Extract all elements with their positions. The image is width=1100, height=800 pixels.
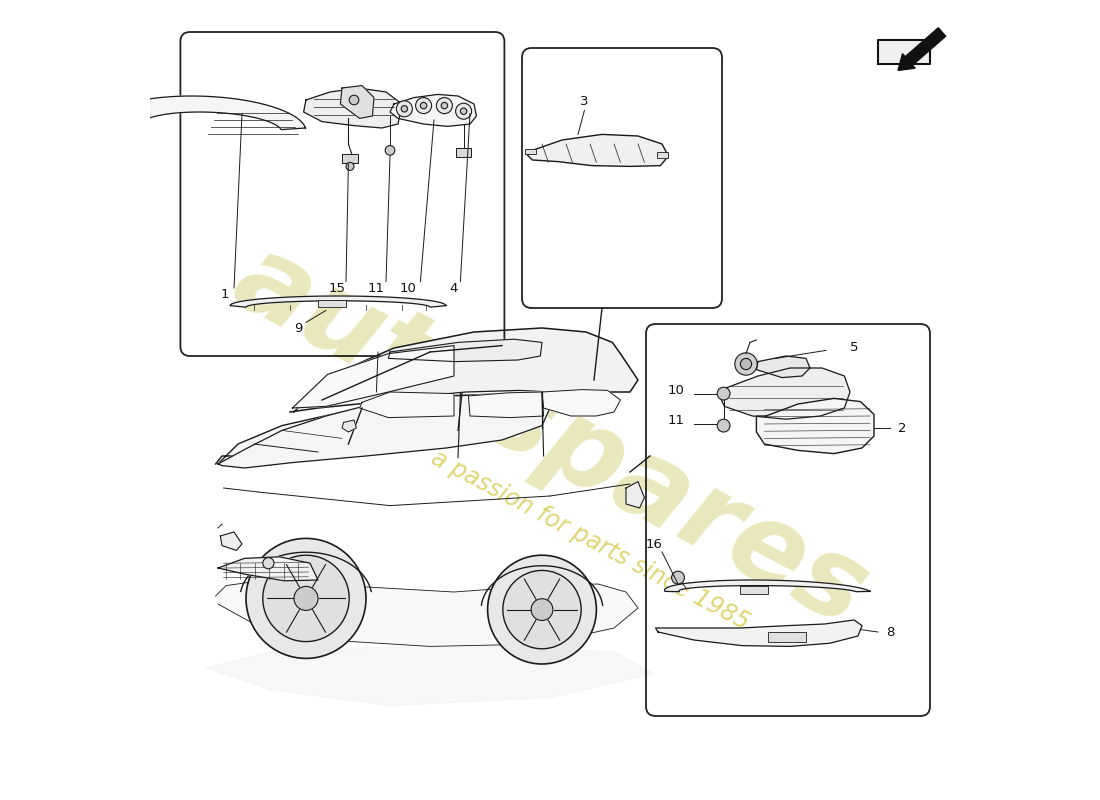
Polygon shape: [542, 390, 620, 416]
Circle shape: [349, 95, 359, 105]
Bar: [456, 148, 471, 157]
Circle shape: [531, 598, 553, 621]
Circle shape: [246, 538, 366, 658]
Text: 10: 10: [399, 282, 416, 294]
Text: 1: 1: [220, 288, 229, 301]
Bar: [342, 154, 358, 163]
Circle shape: [294, 586, 318, 610]
Polygon shape: [757, 398, 874, 454]
Text: 11: 11: [668, 414, 685, 427]
Circle shape: [717, 419, 730, 432]
Bar: [740, 586, 769, 594]
Polygon shape: [220, 532, 242, 550]
Polygon shape: [206, 644, 654, 706]
Polygon shape: [230, 296, 446, 307]
Text: 4: 4: [450, 282, 459, 294]
Polygon shape: [304, 88, 402, 128]
Circle shape: [346, 162, 354, 170]
Text: 9: 9: [294, 322, 302, 335]
Polygon shape: [757, 356, 810, 378]
Circle shape: [396, 101, 412, 117]
Polygon shape: [626, 482, 645, 508]
Polygon shape: [293, 346, 454, 408]
Text: a passion for parts since 1985: a passion for parts since 1985: [427, 446, 754, 634]
Circle shape: [672, 571, 684, 584]
Circle shape: [263, 555, 349, 642]
Polygon shape: [98, 96, 306, 130]
Polygon shape: [390, 94, 476, 126]
Circle shape: [740, 358, 751, 370]
Polygon shape: [878, 40, 930, 64]
Polygon shape: [218, 390, 550, 468]
Polygon shape: [290, 328, 638, 412]
Text: 15: 15: [329, 282, 345, 294]
Text: autospares: autospares: [216, 224, 884, 648]
Circle shape: [717, 387, 730, 400]
Polygon shape: [216, 394, 550, 464]
Polygon shape: [218, 557, 318, 581]
Circle shape: [503, 570, 581, 649]
Polygon shape: [664, 580, 870, 592]
Polygon shape: [469, 392, 543, 418]
FancyArrow shape: [898, 28, 946, 70]
Circle shape: [441, 102, 448, 109]
Bar: [768, 632, 806, 642]
Polygon shape: [340, 86, 374, 118]
Circle shape: [263, 558, 274, 569]
Bar: [525, 149, 536, 154]
Circle shape: [416, 98, 431, 114]
Bar: [318, 300, 346, 307]
Circle shape: [437, 98, 452, 114]
Circle shape: [420, 102, 427, 109]
Polygon shape: [388, 339, 542, 362]
Circle shape: [402, 106, 408, 112]
Circle shape: [385, 146, 395, 155]
Text: 3: 3: [580, 95, 588, 108]
Circle shape: [461, 108, 466, 114]
Text: 16: 16: [646, 538, 662, 550]
Bar: [657, 152, 668, 158]
Polygon shape: [528, 134, 669, 166]
Polygon shape: [342, 420, 356, 432]
Text: 5: 5: [849, 341, 858, 354]
Circle shape: [455, 103, 472, 119]
Text: 11: 11: [367, 282, 385, 294]
Polygon shape: [656, 620, 862, 646]
Text: 8: 8: [886, 626, 894, 638]
Circle shape: [487, 555, 596, 664]
Polygon shape: [719, 368, 850, 419]
Text: 10: 10: [668, 384, 685, 397]
Polygon shape: [216, 580, 638, 646]
Text: 2: 2: [898, 422, 906, 434]
Polygon shape: [360, 392, 454, 418]
Circle shape: [735, 353, 757, 375]
